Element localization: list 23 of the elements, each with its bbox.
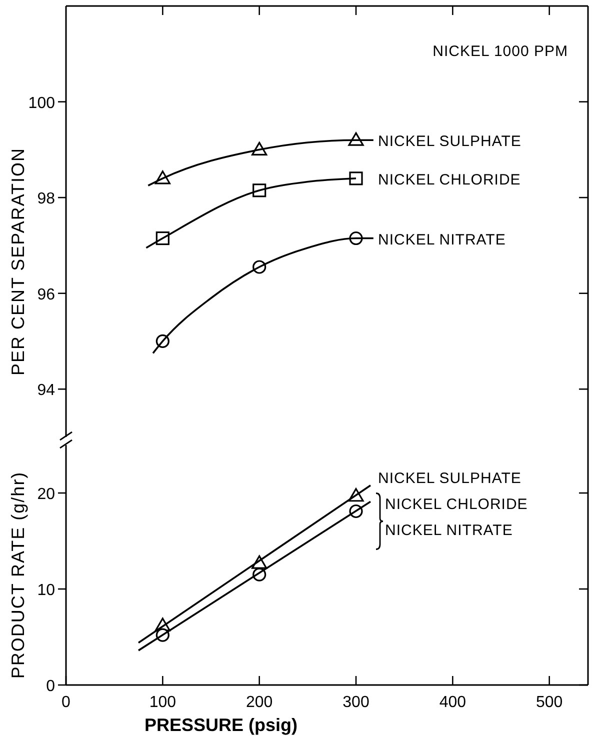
y-tick-label: 98 — [37, 190, 56, 208]
y-tick-label: 20 — [37, 486, 56, 503]
x-tick-label: 300 — [342, 694, 370, 711]
annotation: NICKEL CHLORIDE — [385, 496, 528, 514]
annotation: NICKEL NITRATE — [385, 522, 513, 540]
y-tick-label: 10 — [37, 582, 56, 599]
x-tick-label: 200 — [246, 694, 273, 711]
y-tick-label: 96 — [37, 286, 56, 304]
y-tick-label: 94 — [37, 382, 56, 400]
x-tick-label: 400 — [439, 694, 466, 711]
series-label: NICKEL CHLORIDE — [378, 171, 521, 188]
y-tick-label: 100 — [28, 94, 56, 112]
series-label: NICKEL SULPHATE — [378, 470, 522, 487]
y-axis-title: PRODUCT RATE (g/hr) — [8, 471, 28, 679]
series-label: NICKEL SULPHATE — [378, 133, 522, 150]
y-tick-label: 0 — [46, 678, 56, 695]
x-tick-label: 500 — [536, 694, 563, 711]
x-tick-label: 100 — [149, 694, 176, 711]
y-axis-title: PER CENT SEPARATION — [8, 147, 28, 376]
x-axis-title: PRESSURE (psig) — [144, 715, 298, 735]
x-tick-label: 0 — [62, 694, 71, 711]
annotation: NICKEL 1000 PPM — [432, 43, 568, 60]
series-label: NICKEL NITRATE — [378, 231, 506, 248]
